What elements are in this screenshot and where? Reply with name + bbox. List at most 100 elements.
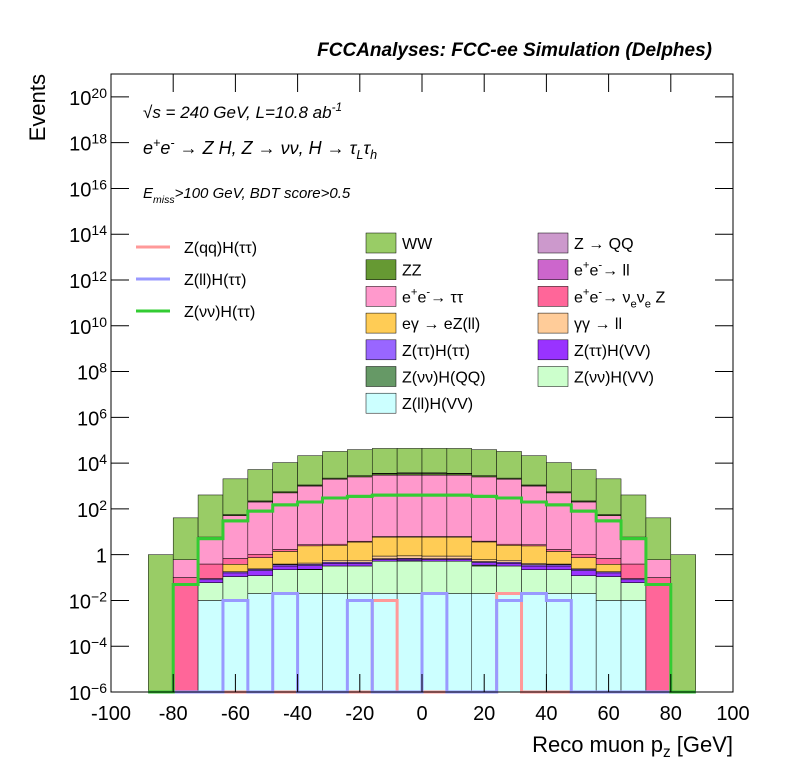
x-axis-title: Reco muon pz [GeV] bbox=[532, 732, 733, 761]
bar bbox=[496, 451, 522, 479]
bar bbox=[272, 569, 298, 594]
bar bbox=[347, 560, 373, 563]
bar bbox=[322, 478, 348, 545]
bar bbox=[645, 577, 672, 693]
legend-swatch bbox=[365, 366, 397, 387]
bar bbox=[446, 536, 473, 557]
legend-swatch bbox=[365, 286, 397, 307]
x-tick-label: -20 bbox=[345, 703, 374, 725]
bar bbox=[396, 558, 423, 562]
bar bbox=[197, 494, 224, 538]
bar bbox=[446, 448, 473, 474]
bar bbox=[571, 575, 597, 594]
bar bbox=[521, 455, 547, 486]
legend-label: Z(ττ)H(ττ) bbox=[402, 343, 470, 360]
legend-swatch bbox=[365, 259, 397, 280]
y-tick-label: 1 bbox=[96, 546, 107, 568]
bar bbox=[496, 563, 522, 567]
bar bbox=[247, 557, 273, 570]
bar bbox=[297, 593, 323, 693]
bar bbox=[297, 485, 323, 545]
bar bbox=[446, 593, 473, 693]
plot-area bbox=[148, 448, 696, 694]
x-tick-label: 0 bbox=[416, 703, 427, 725]
bar bbox=[496, 545, 522, 561]
bar bbox=[571, 554, 597, 558]
bar bbox=[371, 474, 398, 537]
bar bbox=[595, 478, 622, 515]
legend-swatch bbox=[537, 366, 569, 387]
legend-label: eγ → eZ(ll) bbox=[402, 316, 480, 333]
x-tick-label: 20 bbox=[473, 703, 495, 725]
bar bbox=[471, 476, 497, 542]
bar bbox=[322, 565, 348, 594]
bar bbox=[272, 549, 298, 552]
bar bbox=[421, 536, 448, 557]
legend-label: e+e-→ ττ bbox=[402, 286, 464, 306]
legend-swatch bbox=[365, 232, 397, 254]
legend-swatch bbox=[365, 312, 397, 334]
bar bbox=[521, 569, 547, 594]
legend-label: Z(νν)H(QQ) bbox=[402, 370, 486, 387]
bar bbox=[620, 582, 647, 601]
y-axis-title: Events bbox=[25, 74, 50, 141]
bar bbox=[620, 563, 647, 579]
bar bbox=[396, 555, 423, 559]
bar bbox=[371, 536, 398, 557]
y-tick-label: 108 bbox=[77, 360, 107, 385]
y-tick-label: 10−4 bbox=[69, 634, 107, 659]
bar bbox=[471, 565, 497, 594]
bar bbox=[247, 575, 273, 594]
bar bbox=[446, 474, 473, 537]
x-tick-label: -80 bbox=[159, 703, 188, 725]
y-tick-label: 104 bbox=[77, 451, 107, 476]
bar bbox=[620, 600, 647, 693]
bar bbox=[645, 559, 672, 578]
bar bbox=[222, 558, 249, 565]
bar bbox=[322, 560, 348, 563]
bar bbox=[347, 449, 373, 476]
bar bbox=[396, 560, 423, 594]
bar bbox=[197, 582, 224, 601]
annotation: √s = 240 GeV, L=10.8 ab-1 bbox=[143, 100, 342, 122]
bar bbox=[546, 462, 572, 493]
bar bbox=[172, 517, 199, 560]
legend-label: Z → QQ bbox=[574, 236, 634, 253]
bar bbox=[371, 555, 398, 559]
bar bbox=[546, 569, 572, 594]
legend-swatch bbox=[537, 339, 569, 361]
bar bbox=[620, 494, 647, 538]
bar bbox=[172, 559, 199, 578]
legend-label: γγ → ll bbox=[574, 316, 622, 333]
bar bbox=[496, 593, 522, 693]
bar bbox=[496, 565, 522, 594]
bar bbox=[396, 474, 423, 537]
bar bbox=[446, 555, 473, 559]
bar bbox=[571, 593, 597, 693]
bar bbox=[421, 593, 448, 693]
bar bbox=[371, 448, 398, 474]
y-tick-label: 10−6 bbox=[69, 680, 107, 705]
x-tick-label: -60 bbox=[221, 703, 250, 725]
bar bbox=[521, 565, 547, 570]
y-tick-label: 102 bbox=[77, 497, 107, 522]
bar bbox=[670, 554, 696, 693]
x-tick-label: -100 bbox=[91, 703, 131, 725]
x-tick-label: 100 bbox=[716, 703, 749, 725]
bar bbox=[197, 579, 224, 583]
bar bbox=[471, 562, 497, 566]
legend-swatch bbox=[537, 286, 569, 307]
bar bbox=[595, 576, 622, 601]
bar bbox=[222, 572, 249, 577]
bar bbox=[272, 565, 298, 570]
bar bbox=[172, 577, 199, 693]
bar bbox=[396, 448, 423, 474]
bar bbox=[322, 451, 348, 479]
bar bbox=[272, 551, 298, 565]
legend-label: e+e-→ ll bbox=[574, 260, 630, 280]
bar bbox=[496, 478, 522, 545]
bar bbox=[322, 545, 348, 561]
bar bbox=[297, 569, 323, 594]
legend-label: ZZ bbox=[402, 263, 422, 280]
bar bbox=[595, 564, 622, 572]
